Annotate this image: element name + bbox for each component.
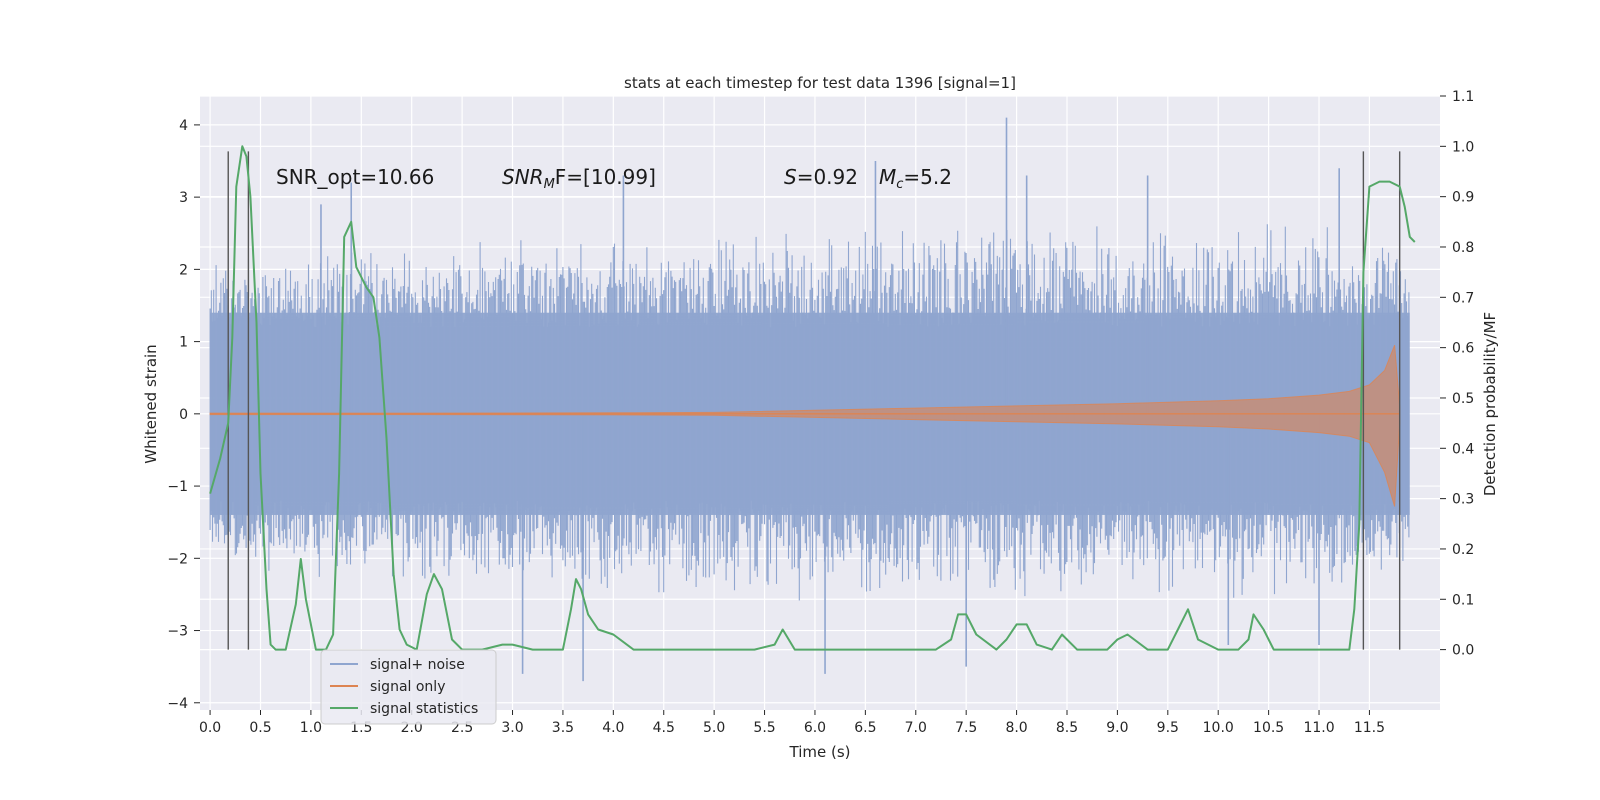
x-tick-label: 9.5 (1157, 720, 1179, 736)
y2-tick-label: 0.3 (1452, 492, 1474, 508)
x-tick-label: 4.0 (602, 720, 624, 736)
mc-value: =5.2 (903, 165, 952, 189)
legend-label-signal-statistics: signal statistics (370, 701, 478, 717)
y-tick-label: −4 (167, 696, 188, 712)
y2-tick-label: 0.5 (1452, 391, 1474, 407)
y2-tick-label: 0.6 (1452, 341, 1474, 357)
s-prefix: S (784, 165, 797, 189)
s-value: =0.92 (797, 165, 858, 189)
y-tick-label: 2 (179, 262, 188, 278)
y2-tick-label: 0.1 (1452, 592, 1474, 608)
y2-tick-label: 0.8 (1452, 240, 1474, 256)
annotation-snr-opt: SNR_opt=10.66 (276, 165, 434, 189)
y-tick-label: 3 (179, 190, 188, 206)
y2-tick-label: 0.2 (1452, 542, 1474, 558)
y2-tick-label: 1.0 (1452, 139, 1474, 155)
y2-tick-label: 0.7 (1452, 290, 1474, 306)
x-tick-label: 7.5 (955, 720, 977, 736)
legend-label-signal-noise: signal+ noise (370, 657, 465, 673)
x-tick-label: 6.0 (804, 720, 826, 736)
y2-tick-label: 0.4 (1452, 441, 1474, 457)
x-tick-label: 10.5 (1253, 720, 1284, 736)
y-tick-label: 0 (179, 407, 188, 423)
x-tick-label: 6.5 (854, 720, 876, 736)
vertical-markers (227, 151, 1401, 650)
x-tick-label: 3.0 (501, 720, 523, 736)
y-tick-label: −3 (167, 624, 188, 640)
snr-mf-value: F=[10.99] (555, 165, 656, 189)
x-tick-label: 8.5 (1056, 720, 1078, 736)
annotation-mc: Mc=5.2 (879, 165, 952, 192)
y-ticks: −4 −3 −2 −1 0 1 2 3 4 (167, 118, 200, 712)
legend-box (320, 649, 497, 725)
x-tick-label: 11.5 (1354, 720, 1385, 736)
statistics-line (209, 145, 1416, 651)
x-tick-label: 10.0 (1203, 720, 1234, 736)
x-tick-label: 0.5 (249, 720, 271, 736)
annotation-s: S=0.92 (784, 165, 858, 189)
x-tick-label: 9.0 (1106, 720, 1128, 736)
y2-ticks: 0.0 0.1 0.2 0.3 0.4 0.5 0.6 0.7 0.8 0.9 1.0 1.1 (1440, 89, 1474, 659)
y2-axis-label: Detection probability/MF (1481, 312, 1499, 496)
mc-prefix: M (879, 165, 896, 189)
x-tick-label: 4.5 (653, 720, 675, 736)
x-tick-label: 5.0 (703, 720, 725, 736)
y-tick-label: 1 (179, 335, 188, 351)
y-tick-label: 4 (179, 118, 188, 134)
x-tick-label: 0.0 (199, 720, 221, 736)
y2-tick-label: 0.0 (1452, 643, 1474, 659)
y2-tick-label: 0.9 (1452, 190, 1474, 206)
annotation-snr-mf: SNRMF=[10.99] (502, 165, 656, 192)
chart-title: stats at each timestep for test data 139… (624, 74, 1016, 92)
legend: signal+ noise signal only signal statist… (320, 649, 497, 725)
x-tick-label: 1.0 (300, 720, 322, 736)
legend-label-signal-only: signal only (370, 679, 445, 695)
mc-subscript: c (896, 177, 903, 192)
snr-mf-subscript: M (544, 177, 555, 192)
x-tick-label: 7.0 (905, 720, 927, 736)
x-tick-label: 5.5 (753, 720, 775, 736)
x-tick-label: 11.0 (1303, 720, 1334, 736)
y-axis-label: Whitened strain (142, 344, 160, 463)
y-tick-label: −1 (167, 479, 188, 495)
x-tick-label: 8.0 (1005, 720, 1027, 736)
y-tick-label: −2 (167, 551, 188, 567)
y2-tick-label: 1.1 (1452, 89, 1474, 105)
x-tick-label: 3.5 (552, 720, 574, 736)
series-signal-statistics (209, 145, 1416, 651)
x-axis-label: Time (s) (789, 743, 851, 761)
snr-mf-prefix: SNR (502, 165, 544, 189)
